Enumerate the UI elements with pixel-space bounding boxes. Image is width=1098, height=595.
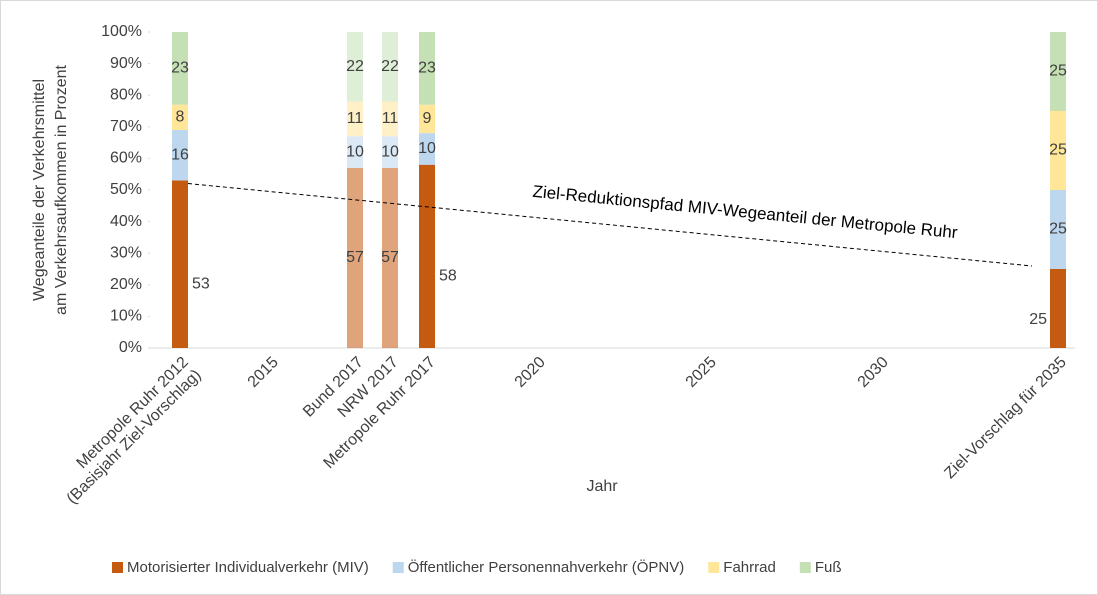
bar-segment [382, 167, 398, 348]
data-label: 57 [346, 249, 364, 266]
bar-segment [382, 101, 398, 137]
data-label: 10 [381, 143, 399, 160]
y-axis-title: am Verkehrsaufkommen in Prozent [53, 65, 70, 315]
bar-segment [419, 164, 435, 348]
bar-segment [1050, 32, 1066, 111]
y-tick-label: 100% [101, 23, 142, 40]
y-tick-label: 40% [110, 213, 142, 230]
bar-segment [1050, 190, 1066, 269]
data-label: 8 [176, 109, 185, 126]
data-label: 53 [192, 275, 210, 292]
bar-segment [419, 104, 435, 134]
bar-segment [347, 101, 363, 137]
legend-swatch [708, 562, 720, 573]
bar-segment [347, 167, 363, 348]
y-tick-label: 90% [110, 55, 142, 72]
data-label: 10 [418, 140, 436, 157]
bar-segment [172, 180, 188, 348]
bar-segment [347, 32, 363, 102]
trend-line [187, 183, 1033, 267]
y-tick-label: 80% [110, 86, 142, 103]
data-label: 11 [347, 110, 364, 127]
data-label: 23 [171, 60, 189, 77]
y-tick-label: 10% [110, 308, 142, 325]
bar-segment [1050, 269, 1066, 348]
legend-label: Öffentlicher Personennahverkehr (ÖPNV) [408, 558, 685, 576]
bar-segment [347, 136, 363, 168]
x-axis-title: Jahr [586, 478, 618, 495]
legend-label: Fuß [815, 559, 842, 576]
legend-swatch [112, 562, 123, 573]
y-tick-label: 50% [110, 181, 142, 198]
bar-segment [1050, 111, 1066, 190]
bar-segment [172, 129, 188, 181]
legend-swatch [799, 562, 811, 573]
bar-segment [419, 32, 435, 105]
data-label: 16 [171, 146, 189, 163]
y-tick-label: 0% [119, 339, 142, 356]
legend-swatch [392, 562, 404, 573]
bar-segment [382, 136, 398, 168]
data-label: 9 [423, 110, 432, 127]
data-label: 25 [1029, 311, 1047, 328]
y-tick-label: 70% [110, 118, 142, 135]
data-label: 25 [1049, 221, 1067, 238]
data-label: 11 [382, 110, 399, 127]
y-tick-label: 30% [110, 244, 142, 261]
y-axis-title: Wegeanteile der Verkehrsmittel [31, 79, 48, 301]
data-label: 25 [1049, 142, 1067, 159]
data-label: 25 [1049, 63, 1067, 80]
data-label: 10 [346, 143, 364, 160]
bar-segment [172, 32, 188, 105]
legend-label: Motorisierter Individualverkehr (MIV) [127, 559, 369, 576]
bar-segment [172, 104, 188, 130]
data-label: 22 [381, 58, 399, 75]
data-label: 58 [439, 268, 457, 285]
y-tick-label: 60% [110, 150, 142, 167]
bar-segment [419, 133, 435, 165]
y-tick-label: 20% [110, 276, 142, 293]
bar-segment [382, 32, 398, 102]
legend-label: Fahrrad [723, 559, 776, 576]
data-label: 23 [418, 60, 436, 77]
data-label: 57 [381, 249, 399, 266]
data-label: 22 [346, 58, 364, 75]
